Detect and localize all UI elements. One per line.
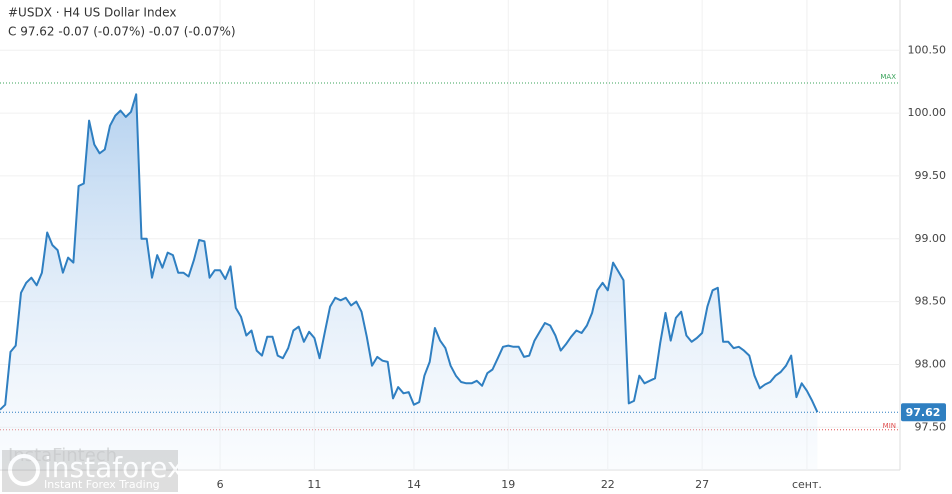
watermark-tagline: Instant Forex Trading (44, 478, 160, 491)
y-tick-label: 100.00 (908, 106, 947, 119)
x-tick-label: 6 (217, 478, 224, 491)
x-tick-label: 22 (601, 478, 615, 491)
price-line (0, 93, 819, 413)
watermark: InstaFintech instaforex Instant Forex Tr… (2, 445, 183, 492)
last-price-box (901, 403, 946, 422)
x-tick-label: 14 (407, 478, 421, 491)
y-tick-label: 100.50 (908, 43, 947, 56)
plot: MAX MIN 97.62 (0, 73, 946, 471)
y-tick-label: 97.50 (915, 420, 947, 433)
last-price-label: 97.62 (906, 406, 941, 419)
x-tick-label: 27 (695, 478, 709, 491)
y-tick-label: 99.00 (915, 232, 947, 245)
watermark-logo (8, 454, 40, 486)
x-tick-label: 11 (307, 478, 321, 491)
min-label: MIN (883, 422, 896, 430)
y-tick-label: 98.50 (915, 295, 947, 308)
chart-title: #USDX · H4 US Dollar Index (8, 6, 176, 20)
chart-subtitle: C 97.62 -0.07 (-0.07%) -0.07 (-0.07%) (8, 25, 236, 39)
area-fill (0, 94, 818, 471)
x-tick-label: 19 (501, 478, 515, 491)
x-tick-label: сент. (792, 478, 822, 491)
y-tick-label: 98.00 (915, 357, 947, 370)
y-tick-label: 99.50 (915, 169, 947, 182)
watermark-source: InstaFintech (8, 445, 117, 466)
watermark-box (2, 450, 178, 492)
max-label: MAX (880, 73, 896, 81)
watermark-brand: instaforex (44, 451, 183, 484)
